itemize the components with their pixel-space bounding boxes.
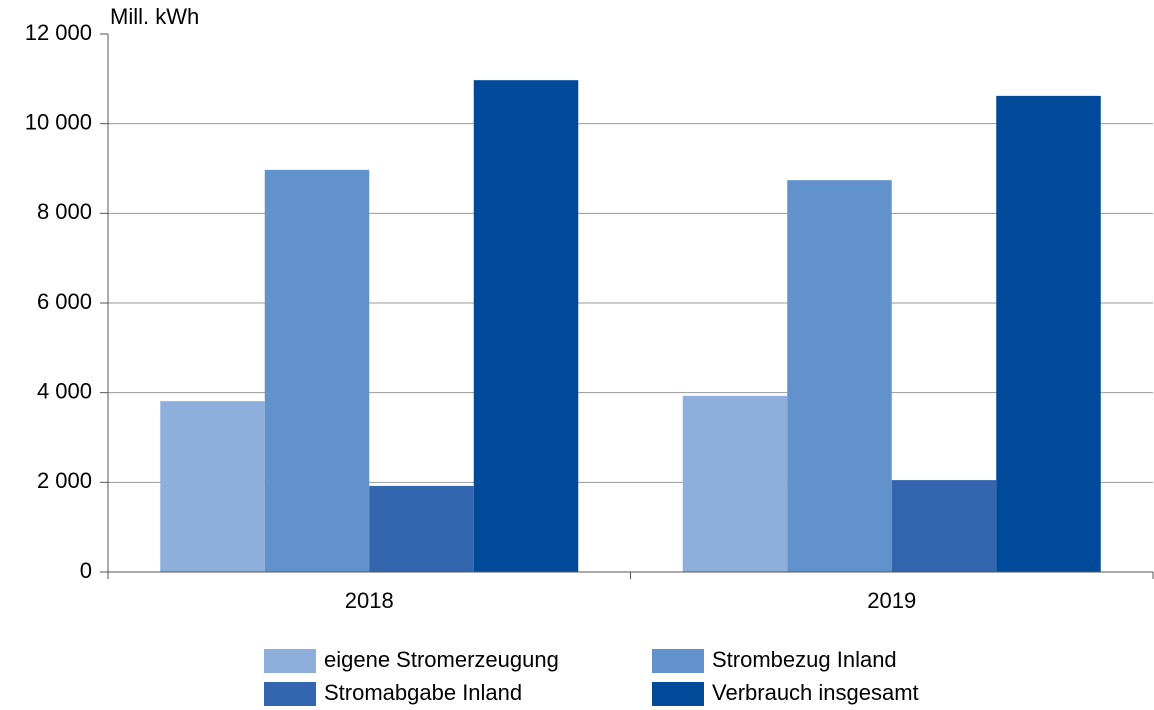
legend-swatch — [652, 682, 704, 706]
y-tick-label: 2 000 — [37, 468, 92, 493]
y-tick-label: 4 000 — [37, 378, 92, 403]
x-tick-label: 2019 — [867, 588, 916, 613]
legend-label: eigene Stromerzeugung — [324, 647, 559, 672]
y-tick-label: 10 000 — [25, 109, 92, 134]
bar — [682, 395, 788, 572]
bar — [473, 80, 579, 572]
bar — [369, 485, 474, 572]
legend-swatch — [264, 682, 316, 706]
legend-swatch — [652, 649, 704, 673]
bar — [996, 95, 1101, 573]
bar — [160, 401, 265, 572]
legend-label: Strombezug Inland — [712, 647, 897, 672]
legend-swatch — [264, 649, 316, 673]
y-tick-label: 0 — [80, 558, 92, 583]
y-tick-label: 12 000 — [25, 20, 92, 45]
y-axis-label: Mill. kWh — [110, 4, 199, 29]
x-tick-label: 2018 — [345, 588, 394, 613]
bar — [787, 180, 892, 572]
legend-label: Stromabgabe Inland — [324, 680, 522, 705]
y-tick-label: 6 000 — [37, 289, 92, 314]
bar — [264, 169, 370, 572]
y-tick-label: 8 000 — [37, 199, 92, 224]
legend-label: Verbrauch insgesamt — [712, 680, 919, 705]
bar — [891, 480, 997, 572]
